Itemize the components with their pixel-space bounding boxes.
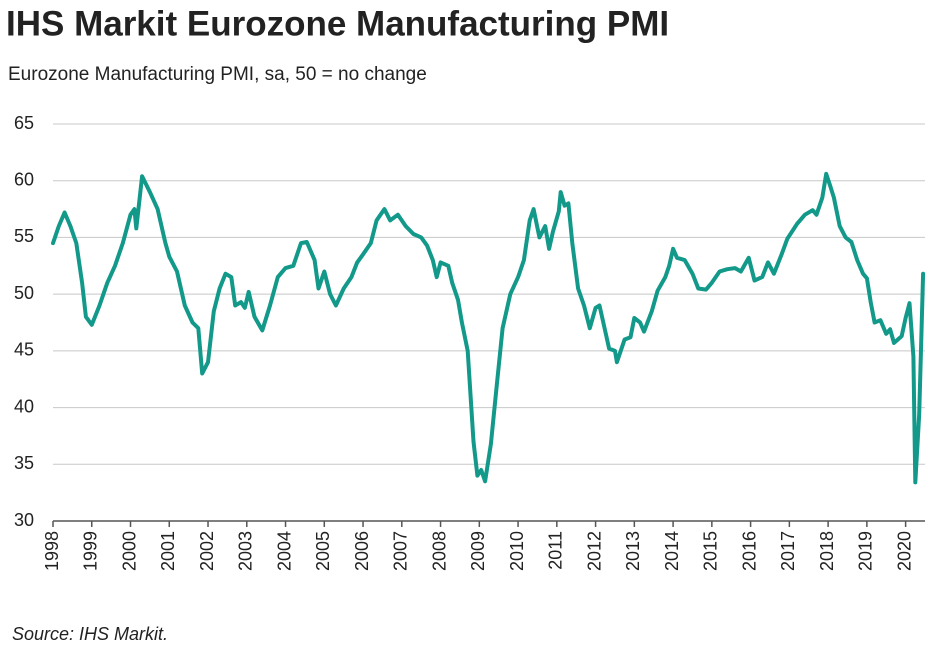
x-tick-label: 2013 [623,531,643,571]
x-tick-label: 2004 [274,531,294,571]
x-tick-label: 2016 [739,531,759,571]
x-tick-label: 1998 [42,531,62,571]
chart-subtitle: Eurozone Manufacturing PMI, sa, 50 = no … [8,64,427,85]
y-tick-label: 45 [14,340,34,360]
x-tick-label: 2003 [236,531,256,571]
y-tick-label: 55 [14,226,34,246]
y-tick-label: 35 [14,453,34,473]
x-tick-label: 2000 [119,531,139,571]
source-note: Source: IHS Markit. [12,624,168,644]
x-tick-label: 2001 [158,531,178,571]
y-tick-label: 60 [14,169,34,189]
x-tick-label: 2017 [778,531,798,571]
x-tick-label: 2015 [701,531,721,571]
y-tick-label: 30 [14,510,34,530]
y-tick-label: 40 [14,396,34,416]
pmi-line [51,171,926,485]
x-tick-label: 2012 [584,531,604,571]
x-tick-label: 2007 [391,531,411,571]
y-tick-label: 50 [14,283,34,303]
x-tick-label: 1999 [81,531,101,571]
x-tick-label: 2011 [546,531,566,570]
x-tick-label: 2020 [894,531,914,571]
x-tick-label: 2009 [468,531,488,571]
x-tick-label: 2010 [507,531,527,571]
x-tick-label: 2014 [662,531,682,571]
x-tick-label: 2018 [817,531,837,571]
x-tick-label: 2019 [856,531,876,571]
y-tick-label: 65 [14,113,34,133]
chart-title: IHS Markit Eurozone Manufacturing PMI [6,4,669,43]
x-tick-label: 2002 [197,531,217,571]
x-tick-label: 2006 [352,531,372,571]
x-tick-label: 2005 [313,531,333,571]
x-tick-label: 2008 [429,531,449,571]
